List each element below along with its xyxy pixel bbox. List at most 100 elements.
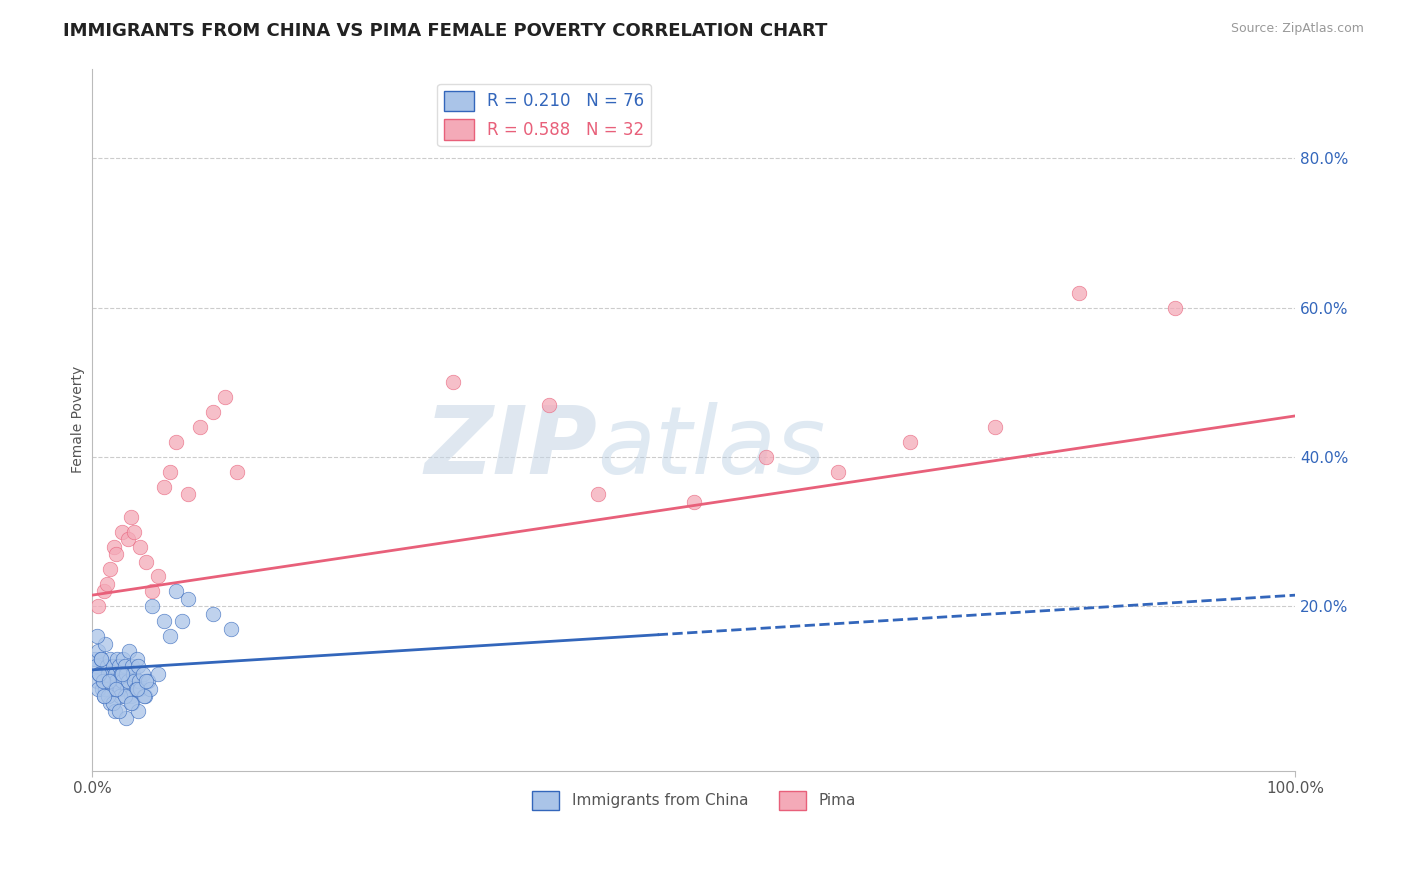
Point xyxy=(87,644,110,658)
Point xyxy=(91,674,114,689)
Point xyxy=(129,681,152,696)
Point xyxy=(111,524,134,539)
Point xyxy=(86,674,108,689)
Y-axis label: Female Poverty: Female Poverty xyxy=(72,366,86,474)
Point xyxy=(128,674,150,689)
Point xyxy=(90,681,112,696)
Point xyxy=(118,644,141,658)
Point xyxy=(93,584,115,599)
Point xyxy=(139,681,162,696)
Point xyxy=(136,674,159,689)
Point xyxy=(90,651,112,665)
Legend: Immigrants from China, Pima: Immigrants from China, Pima xyxy=(526,785,862,815)
Point xyxy=(117,674,139,689)
Point xyxy=(165,584,187,599)
Point xyxy=(97,689,120,703)
Point xyxy=(93,689,115,703)
Point xyxy=(103,681,125,696)
Point xyxy=(105,681,128,696)
Point xyxy=(98,651,121,665)
Point xyxy=(98,681,121,696)
Point xyxy=(132,689,155,703)
Point xyxy=(201,405,224,419)
Point xyxy=(120,509,142,524)
Text: atlas: atlas xyxy=(598,402,825,493)
Point xyxy=(110,666,132,681)
Point xyxy=(94,681,117,696)
Point xyxy=(127,704,149,718)
Point xyxy=(98,562,121,576)
Point xyxy=(148,569,170,583)
Point xyxy=(100,674,122,689)
Point xyxy=(827,465,849,479)
Point xyxy=(89,666,111,681)
Point xyxy=(98,674,121,689)
Point xyxy=(124,674,146,689)
Point xyxy=(1164,301,1187,315)
Point xyxy=(153,480,176,494)
Point xyxy=(122,666,145,681)
Point xyxy=(135,674,157,689)
Point xyxy=(105,547,128,561)
Point xyxy=(91,674,114,689)
Point xyxy=(172,615,194,629)
Point xyxy=(105,674,128,689)
Point xyxy=(586,487,609,501)
Point xyxy=(125,651,148,665)
Point xyxy=(94,637,117,651)
Point xyxy=(225,465,247,479)
Point xyxy=(159,465,181,479)
Text: Source: ZipAtlas.com: Source: ZipAtlas.com xyxy=(1230,22,1364,36)
Point xyxy=(115,711,138,725)
Point xyxy=(101,659,124,673)
Point xyxy=(177,487,200,501)
Point xyxy=(117,532,139,546)
Point xyxy=(83,651,105,665)
Point xyxy=(108,689,131,703)
Text: IMMIGRANTS FROM CHINA VS PIMA FEMALE POVERTY CORRELATION CHART: IMMIGRANTS FROM CHINA VS PIMA FEMALE POV… xyxy=(63,22,828,40)
Point xyxy=(153,615,176,629)
Point xyxy=(900,435,922,450)
Point xyxy=(538,398,561,412)
Point xyxy=(107,651,129,665)
Point xyxy=(114,689,136,703)
Point xyxy=(125,681,148,696)
Point xyxy=(104,666,127,681)
Point xyxy=(108,681,131,696)
Point xyxy=(159,629,181,643)
Point xyxy=(124,681,146,696)
Point xyxy=(120,689,142,703)
Point xyxy=(107,704,129,718)
Point xyxy=(201,607,224,621)
Point xyxy=(96,659,118,673)
Point xyxy=(177,591,200,606)
Point xyxy=(132,666,155,681)
Point xyxy=(115,681,138,696)
Point xyxy=(86,629,108,643)
Point xyxy=(135,555,157,569)
Point xyxy=(97,666,120,681)
Point xyxy=(682,495,704,509)
Point xyxy=(89,666,111,681)
Point xyxy=(129,540,152,554)
Point xyxy=(111,674,134,689)
Point xyxy=(93,689,115,703)
Point xyxy=(148,666,170,681)
Point xyxy=(115,666,138,681)
Point xyxy=(111,666,134,681)
Point xyxy=(165,435,187,450)
Point xyxy=(141,584,163,599)
Point xyxy=(134,689,156,703)
Point xyxy=(114,659,136,673)
Point xyxy=(121,659,143,673)
Point xyxy=(141,599,163,614)
Point xyxy=(104,704,127,718)
Point xyxy=(983,420,1005,434)
Point xyxy=(214,390,236,404)
Point xyxy=(103,540,125,554)
Point xyxy=(84,659,107,673)
Point xyxy=(1067,285,1090,300)
Point xyxy=(124,524,146,539)
Point xyxy=(98,697,121,711)
Point xyxy=(87,599,110,614)
